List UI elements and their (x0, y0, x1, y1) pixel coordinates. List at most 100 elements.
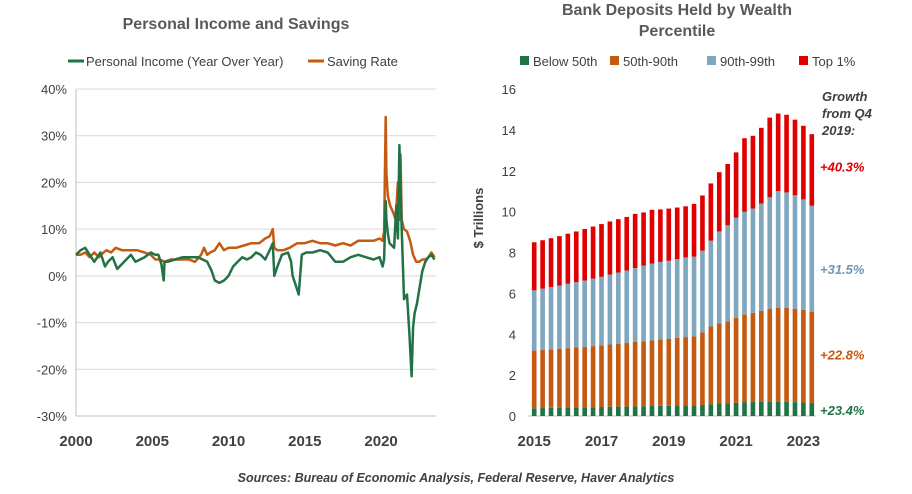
bar-segment (691, 256, 697, 337)
bar-segment (548, 287, 554, 350)
bar-segment (649, 263, 655, 341)
bar-segment (700, 250, 705, 333)
left-y-tick-label: 20% (41, 175, 67, 190)
bar-segment (708, 183, 714, 241)
bar-segment (531, 242, 537, 291)
bar-segment (624, 216, 630, 271)
growth-annotation: +22.8% (820, 348, 865, 363)
bar-segment (557, 407, 562, 416)
bar-segment (759, 127, 764, 204)
legend-swatch-0 (520, 56, 529, 65)
bar-segment (590, 278, 596, 347)
bar-segment (565, 407, 571, 416)
left-chart-title: Personal Income and Savings (123, 16, 350, 33)
bar-segment (649, 405, 655, 416)
bar-segment (725, 321, 730, 404)
bank-deposits-chart: Bank Deposits Held by Wealth Percentile B… (471, 2, 873, 450)
right-y-tick-label: 2 (509, 368, 516, 383)
bar-segment (573, 407, 579, 416)
bar-segment (775, 401, 781, 416)
bar-segment (531, 408, 537, 416)
bar-segment (582, 407, 587, 416)
bar-segment (674, 405, 680, 416)
bar-segment (531, 290, 537, 351)
left-gridlines (75, 88, 436, 417)
bar-segment (708, 326, 714, 405)
bar-segment (573, 347, 579, 408)
bar-segment (540, 349, 545, 409)
bar-segment (573, 282, 579, 348)
bar-segment (792, 402, 798, 416)
bar-segment (767, 401, 773, 416)
bar-segment (733, 402, 739, 416)
bar-segment (784, 307, 789, 402)
bar-segment (540, 288, 545, 350)
left-y-tick-label: -10% (37, 316, 68, 331)
bar-segment (666, 260, 672, 339)
right-x-tick-label: 2015 (518, 433, 551, 450)
bar-segment (666, 338, 672, 406)
bar-segment (641, 406, 646, 416)
bar-segment (632, 268, 638, 343)
right-y-tick-label: 6 (509, 286, 516, 301)
bar-segment (632, 342, 638, 407)
bar-segment (759, 203, 764, 311)
bar-segment (582, 346, 587, 408)
left-x-tick-label: 2000 (59, 433, 92, 450)
bar-segment (641, 212, 646, 266)
left-x-tick-label: 2020 (364, 433, 397, 450)
bar-segment (767, 308, 773, 402)
bar-segment (607, 274, 613, 345)
legend-label-2: 90th-99th (720, 54, 775, 69)
bar-segment (683, 206, 688, 258)
bar-segment (557, 285, 562, 349)
right-x-tick-label: 2023 (787, 433, 820, 450)
left-y-tick-label: 0% (48, 269, 67, 284)
right-y-axis-label: $ Trillions (471, 188, 486, 249)
bar-segment (658, 405, 663, 416)
right-y-tick-label: 10 (502, 205, 516, 220)
bar-segment (801, 199, 806, 310)
bar-segment (540, 240, 545, 289)
left-y-tick-label: 10% (41, 222, 67, 237)
bar-segment (624, 343, 630, 407)
bar-segment (733, 217, 739, 318)
bar-segment (759, 401, 764, 416)
bar-segment (683, 337, 688, 406)
bar-segment (801, 125, 806, 200)
bar-segment (708, 404, 714, 416)
bar-segment (599, 407, 604, 416)
right-x-tick-label: 2021 (719, 433, 752, 450)
bar-segment (683, 257, 688, 338)
bar-segment (540, 408, 545, 416)
bar-segment (649, 209, 655, 264)
source-note: Sources: Bureau of Economic Analysis, Fe… (237, 471, 675, 485)
growth-header: Growth from Q4 2019: (821, 89, 873, 138)
bar-segment (590, 407, 596, 416)
bar-segment (801, 309, 806, 403)
bar-segment (784, 192, 789, 308)
legend-label-saving: Saving Rate (327, 54, 398, 69)
bar-segment (775, 307, 781, 402)
bar-segment (641, 265, 646, 342)
bar-segment (767, 197, 773, 309)
right-x-axis-ticks: 2015 2017 2019 2021 2023 (518, 433, 821, 450)
bar-segment (607, 221, 613, 275)
bar-segment (767, 117, 773, 198)
bar-segment (725, 403, 730, 416)
right-y-tick-label: 12 (502, 164, 516, 179)
bar-segment (784, 114, 789, 193)
bar-segment (700, 404, 705, 416)
bar-segment (674, 259, 680, 338)
bar-segment (759, 310, 764, 402)
legend-label-income: Personal Income (Year Over Year) (86, 54, 284, 69)
bar-segment (792, 119, 798, 196)
bar-segment (801, 402, 806, 416)
bar-segment (700, 195, 705, 251)
bar-segment (616, 219, 621, 273)
bar-segment (708, 240, 714, 327)
bar-segment (599, 276, 604, 346)
bar-segment (809, 311, 815, 403)
bar-segment (599, 224, 604, 277)
